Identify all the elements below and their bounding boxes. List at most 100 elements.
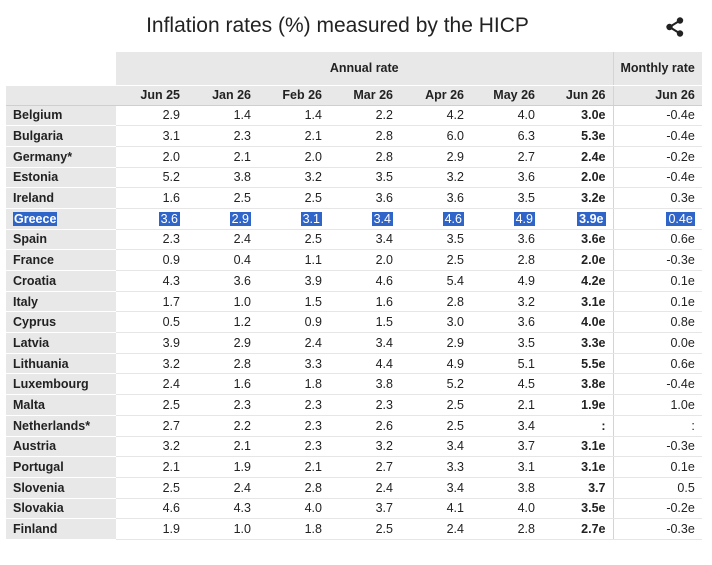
- value-text: 5.4: [446, 273, 464, 288]
- value-cell: 3.6: [471, 311, 542, 334]
- value-cell: 3.3: [400, 456, 471, 478]
- value-cell: 1.7: [116, 291, 187, 313]
- value-cell: 2.8: [329, 146, 400, 168]
- value-text: 2.5: [304, 232, 322, 247]
- value-cell: 4.0: [258, 498, 329, 520]
- value-cell: 5.5e: [542, 353, 613, 375]
- value-text: 2.8: [446, 294, 464, 309]
- value-cell: -0.3e: [612, 436, 702, 458]
- value-text: 3.6: [517, 232, 535, 247]
- value-cell: 2.7: [329, 456, 400, 478]
- value-text: 2.3: [375, 397, 393, 412]
- value-cell: 3.2: [471, 291, 542, 313]
- column-header: Jun 25: [116, 85, 187, 106]
- table-row: Bulgaria 3.1 2.3 2.1 2.8 6.0 6.3 5.3e -0.4e: [6, 125, 702, 147]
- value-text: 2.8: [375, 149, 393, 164]
- table-row: France 0.9 0.4 1.1 2.0 2.5 2.8 2.0e -0.3e: [6, 249, 702, 271]
- value-cell: 2.1: [471, 394, 542, 416]
- value-cell: 2.1: [187, 146, 258, 168]
- country-cell: Cyprus: [6, 311, 116, 334]
- table-row: Germany* 2.0 2.1 2.0 2.8 2.9 2.7 2.4e -0.2e: [6, 146, 702, 168]
- value-cell: 4.0e: [542, 311, 613, 334]
- value-text: 3.5: [517, 191, 535, 206]
- share-icon[interactable]: [664, 16, 686, 38]
- country-name: Cyprus: [13, 315, 57, 330]
- value-cell: 2.2: [187, 415, 258, 437]
- value-cell: 3.8e: [542, 373, 613, 396]
- value-cell: 2.5: [116, 394, 187, 416]
- value-text: 3.4: [446, 439, 464, 454]
- value-text: 3.2: [517, 294, 535, 309]
- country-cell: Malta: [6, 394, 116, 416]
- value-cell: -0.3e: [612, 518, 702, 540]
- value-cell: 2.8: [329, 125, 400, 147]
- value-text: 3.5: [375, 170, 393, 185]
- value-text: 3.1e: [581, 294, 606, 309]
- value-text: 1.2: [233, 315, 251, 330]
- value-cell: 3.4: [400, 477, 471, 499]
- value-cell: 2.4: [116, 373, 187, 396]
- value-cell: 0.5: [612, 477, 702, 499]
- value-text: 0.5: [677, 480, 695, 495]
- monthly-rate-header: Monthly rate: [612, 52, 702, 86]
- value-text: 3.2: [304, 170, 322, 185]
- value-cell: 1.0: [187, 518, 258, 540]
- value-cell: :: [542, 415, 613, 437]
- value-text: 2.1: [233, 439, 251, 454]
- value-cell: 3.1e: [542, 436, 613, 458]
- value-text: 4.9: [517, 273, 535, 288]
- value-text: 2.9: [233, 335, 251, 350]
- value-cell: 2.6: [329, 415, 400, 437]
- value-text: 3.6: [375, 191, 393, 206]
- value-cell: 3.1: [471, 456, 542, 478]
- value-cell: 2.7: [116, 415, 187, 437]
- value-cell: 3.1: [116, 125, 187, 147]
- value-text: 3.5: [517, 335, 535, 350]
- value-text: 2.9: [446, 149, 464, 164]
- value-text: 3.1e: [581, 460, 606, 475]
- country-column-header: [6, 85, 116, 106]
- value-cell: 3.5: [471, 332, 542, 354]
- value-cell: 3.2: [258, 167, 329, 189]
- value-cell: -0.2e: [612, 498, 702, 520]
- value-text: 2.5: [375, 522, 393, 537]
- value-cell: 2.3: [187, 394, 258, 416]
- value-text: 2.7: [517, 149, 535, 164]
- value-cell: 1.4: [258, 105, 329, 127]
- country-cell: France: [6, 249, 116, 271]
- value-cell: 3.7: [471, 436, 542, 458]
- value-cell: 3.5e: [542, 498, 613, 520]
- value-text: 3.6: [158, 211, 180, 226]
- value-text: 0.4: [233, 253, 251, 268]
- country-name: Austria: [13, 439, 57, 454]
- value-cell: 3.6: [400, 187, 471, 209]
- value-text: 4.9: [446, 356, 464, 371]
- value-cell: 4.3: [187, 498, 258, 520]
- country-cell: Croatia: [6, 270, 116, 292]
- column-header: Mar 26: [329, 85, 400, 106]
- value-text: -0.2e: [666, 501, 695, 516]
- table-row: Austria 3.2 2.1 2.3 3.2 3.4 3.7 3.1e -0.3e: [6, 436, 702, 458]
- value-cell: 4.2: [400, 105, 471, 127]
- table-row: Finland 1.9 1.0 1.8 2.5 2.4 2.8 2.7e -0.3e: [6, 518, 702, 540]
- value-cell: 1.5: [258, 291, 329, 313]
- value-text: 3.4: [446, 480, 464, 495]
- value-text: 1.1: [304, 253, 322, 268]
- value-cell: 2.1: [258, 456, 329, 478]
- value-cell: 3.9: [258, 270, 329, 292]
- value-cell: 4.6: [400, 208, 471, 230]
- value-text: 0.5: [162, 315, 180, 330]
- value-cell: 4.0: [471, 498, 542, 520]
- value-text: 2.0: [375, 253, 393, 268]
- value-cell: 2.7e: [542, 518, 613, 540]
- value-text: 2.0e: [581, 253, 606, 268]
- column-header: Jun 26: [612, 85, 702, 106]
- value-text: 4.0e: [581, 315, 606, 330]
- value-text: 3.6: [233, 273, 251, 288]
- value-cell: 2.8: [400, 291, 471, 313]
- value-text: 0.6e: [670, 356, 695, 371]
- value-text: 2.5: [446, 253, 464, 268]
- table-row: Luxembourg 2.4 1.6 1.8 3.8 5.2 4.5 3.8e -0.4e: [6, 373, 702, 396]
- value-text: 3.8: [375, 377, 393, 392]
- value-cell: 2.8: [471, 518, 542, 540]
